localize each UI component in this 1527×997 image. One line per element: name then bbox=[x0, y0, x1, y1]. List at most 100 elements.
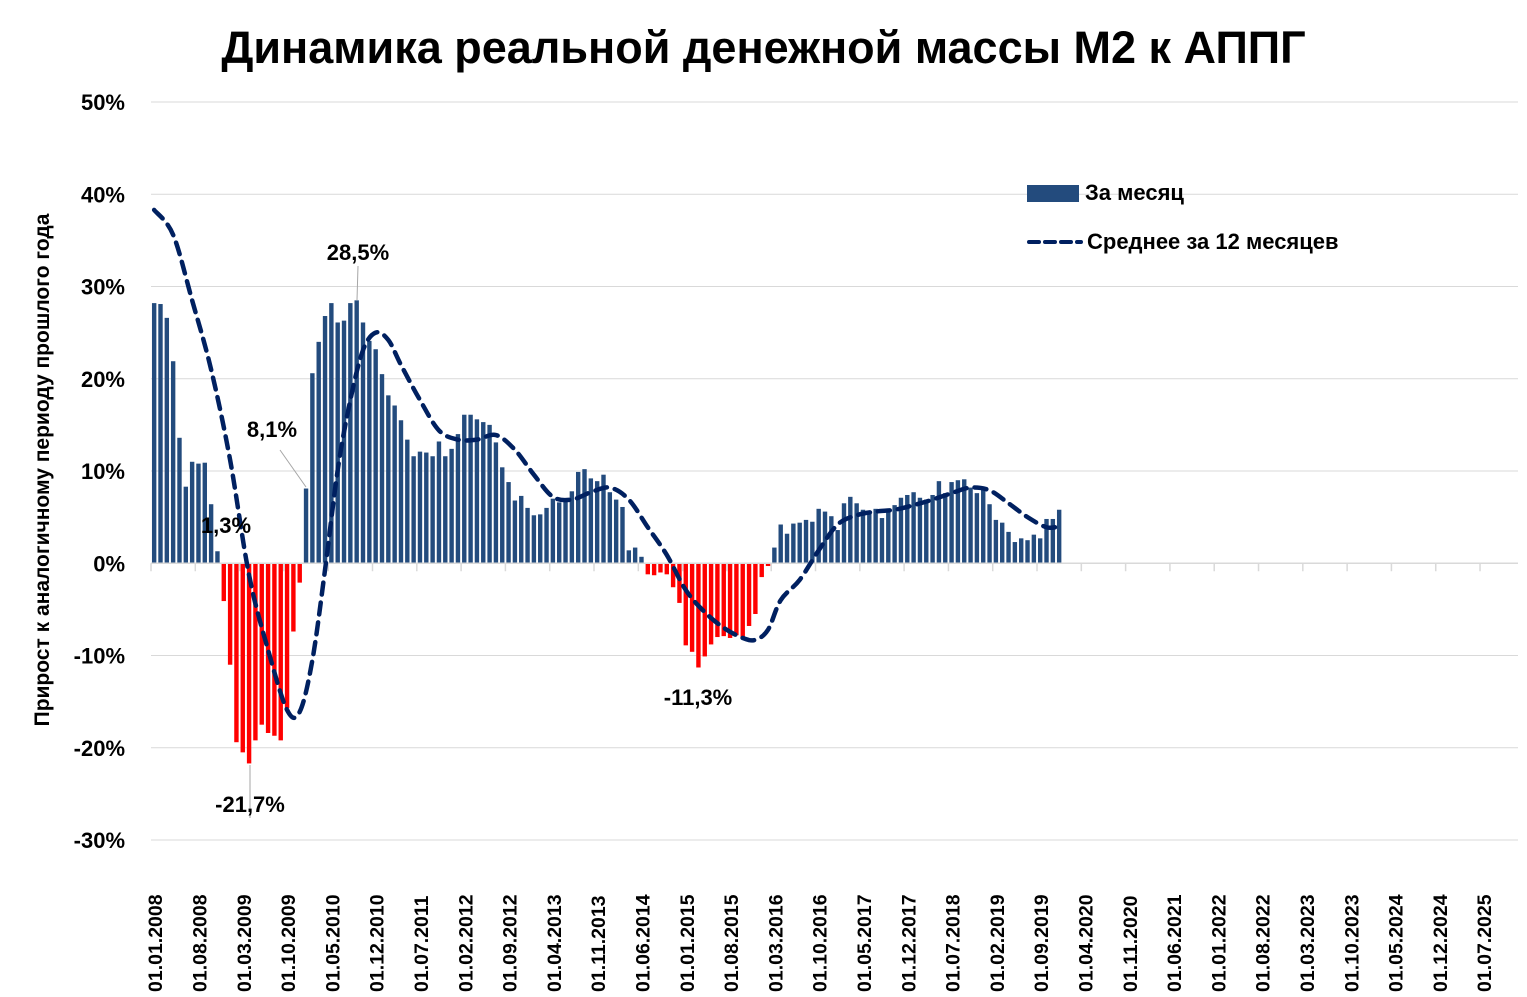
bar bbox=[316, 341, 321, 564]
bar bbox=[993, 519, 999, 564]
bar bbox=[778, 524, 783, 564]
bar bbox=[227, 563, 233, 665]
x-tick-label: 01.09.2019 bbox=[1031, 894, 1053, 992]
bar bbox=[348, 303, 353, 564]
bar bbox=[791, 523, 796, 564]
bar bbox=[721, 563, 726, 637]
bar bbox=[253, 563, 258, 741]
x-tick-label: 01.06.2021 bbox=[1164, 894, 1186, 992]
bar bbox=[278, 563, 283, 741]
bar bbox=[531, 515, 537, 564]
bar bbox=[411, 456, 416, 564]
bar bbox=[474, 419, 480, 564]
y-tick-label: -20% bbox=[74, 736, 125, 761]
bar bbox=[930, 494, 935, 564]
x-tick-label: 01.04.2020 bbox=[1075, 894, 1097, 992]
bar bbox=[575, 471, 581, 564]
bar bbox=[677, 563, 682, 603]
x-tick-label: 01.10.2016 bbox=[810, 894, 832, 992]
bar bbox=[987, 504, 992, 564]
bar bbox=[487, 424, 492, 564]
bar bbox=[569, 491, 575, 564]
bar bbox=[189, 461, 195, 564]
bar bbox=[196, 463, 201, 564]
bar bbox=[696, 563, 701, 668]
bar bbox=[557, 502, 562, 564]
bar bbox=[1037, 538, 1043, 564]
bar bbox=[544, 507, 549, 564]
bar bbox=[291, 563, 296, 632]
bar bbox=[886, 511, 891, 564]
bar bbox=[1031, 534, 1037, 564]
bar bbox=[772, 547, 777, 564]
bar bbox=[259, 563, 264, 725]
annotation-leader-line bbox=[356, 265, 359, 301]
bar bbox=[765, 563, 771, 567]
bar bbox=[658, 563, 663, 573]
x-tick-label: 01.11.2013 bbox=[588, 895, 610, 992]
bar bbox=[968, 487, 973, 564]
chart-title: Динамика реальной денежной массы М2 к АП… bbox=[221, 22, 1306, 73]
x-tick-label: 01.12.2024 bbox=[1430, 894, 1452, 992]
y-tick-label: -30% bbox=[74, 828, 125, 853]
bar bbox=[797, 522, 802, 564]
bar bbox=[917, 497, 923, 564]
bar bbox=[272, 563, 277, 736]
bar bbox=[651, 563, 657, 576]
x-tick-label: 01.09.2012 bbox=[500, 894, 522, 992]
bar bbox=[816, 508, 821, 564]
bar bbox=[379, 374, 385, 564]
legend-label: Среднее за 12 месяцев bbox=[1087, 229, 1339, 254]
x-tick-label: 01.07.2011 bbox=[411, 895, 433, 992]
bar bbox=[1000, 522, 1005, 564]
bar bbox=[1050, 518, 1056, 564]
bar bbox=[215, 551, 220, 564]
bar bbox=[506, 482, 511, 564]
bar bbox=[151, 303, 157, 564]
x-tick-label: 01.10.2023 bbox=[1341, 894, 1363, 992]
x-tick-label: 01.12.2010 bbox=[367, 894, 389, 992]
x-tick-label: 01.02.2019 bbox=[987, 894, 1009, 992]
x-tick-label: 01.07.2025 bbox=[1474, 894, 1496, 992]
legend-label: За месяц bbox=[1085, 180, 1184, 205]
bar bbox=[354, 300, 359, 564]
bar bbox=[620, 506, 625, 564]
bar bbox=[841, 503, 847, 564]
bar bbox=[455, 434, 461, 564]
bar bbox=[183, 486, 189, 564]
bar bbox=[449, 448, 454, 564]
bar bbox=[525, 507, 530, 564]
bar bbox=[512, 500, 518, 564]
bar bbox=[924, 499, 929, 564]
bar bbox=[582, 469, 587, 564]
bar bbox=[563, 499, 568, 564]
bar bbox=[1006, 531, 1011, 564]
x-tick-label: 01.03.2016 bbox=[765, 894, 787, 992]
x-tick-label: 01.01.2008 bbox=[145, 894, 167, 992]
x-tick-label: 01.08.2015 bbox=[721, 894, 743, 992]
bar bbox=[873, 508, 878, 564]
bar bbox=[500, 467, 505, 564]
legend-item-average: Среднее за 12 месяцев bbox=[1027, 229, 1339, 255]
bar bbox=[310, 373, 315, 564]
bar bbox=[601, 474, 606, 564]
y-tick-label: 30% bbox=[81, 275, 125, 300]
bar bbox=[746, 563, 752, 626]
bar bbox=[829, 516, 834, 564]
bar bbox=[639, 556, 644, 564]
x-tick-label: 01.03.2009 bbox=[234, 894, 256, 992]
x-tick-label: 01.03.2023 bbox=[1297, 894, 1319, 992]
bar bbox=[854, 503, 859, 564]
bar bbox=[221, 563, 226, 602]
x-tick-label: 01.05.2017 bbox=[854, 894, 876, 992]
bar bbox=[297, 563, 302, 583]
y-tick-label: 10% bbox=[81, 459, 125, 484]
bar bbox=[341, 320, 347, 564]
bar bbox=[632, 547, 638, 564]
data-label: -11,3% bbox=[664, 685, 733, 710]
bar bbox=[1044, 518, 1049, 564]
bar bbox=[860, 509, 866, 564]
y-tick-label: -10% bbox=[74, 644, 125, 669]
bar bbox=[1012, 542, 1018, 564]
